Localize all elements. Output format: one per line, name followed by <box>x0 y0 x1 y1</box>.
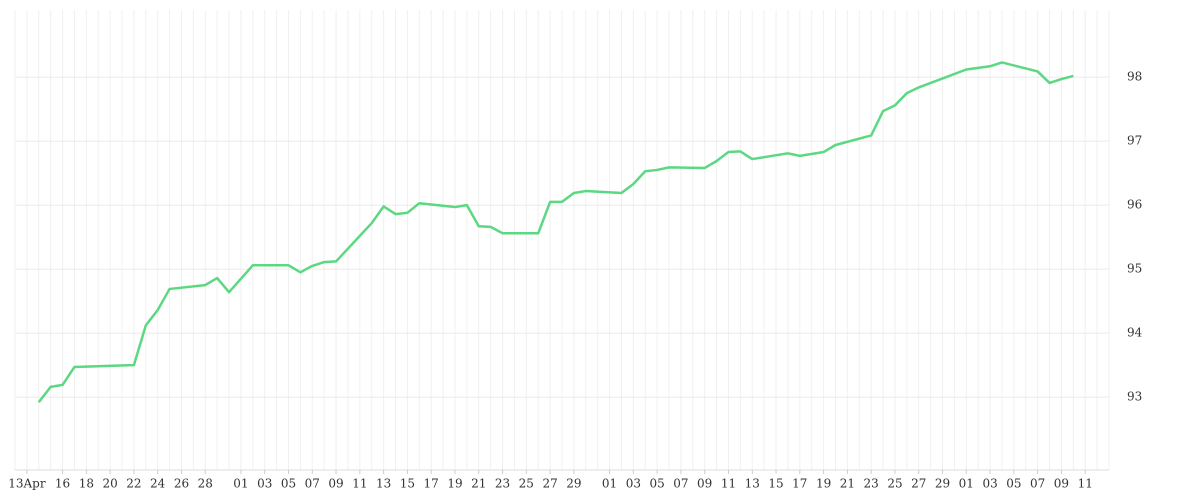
line <box>37 61 1074 403</box>
x-tick-label: 21 <box>840 477 855 491</box>
x-tick-label: 21 <box>471 477 486 491</box>
x-tick-label: 03 <box>257 477 272 491</box>
x-tick-label: 28 <box>198 477 213 491</box>
x-tick-label: 07 <box>1030 477 1045 491</box>
x-tick-label: 18 <box>79 477 94 491</box>
x-tick-label: 26 <box>174 477 189 491</box>
x-tick-label: 07 <box>673 477 688 491</box>
x-tick-label: 19 <box>447 477 462 491</box>
x-tick-label: 15 <box>768 477 783 491</box>
x-tick-label: 19 <box>816 477 831 491</box>
y-tick-label: 96 <box>1127 198 1142 212</box>
x-tick-label: 01 <box>959 477 974 491</box>
x-tick-label: 29 <box>935 477 950 491</box>
x-tick-label: 03 <box>982 477 997 491</box>
x-tick-label: 23 <box>495 477 510 491</box>
y-tick-label: 95 <box>1127 262 1142 276</box>
x-tick-label: 05 <box>1006 477 1021 491</box>
x-tick-label: 01 <box>233 477 248 491</box>
x-tick-label: 16 <box>55 477 70 491</box>
x-tick-label: 11 <box>721 477 736 491</box>
y-tick-label: 98 <box>1127 70 1142 84</box>
x-tick-label: 13 <box>745 477 760 491</box>
x-tick-label: 22 <box>126 477 141 491</box>
x-tick-label: 25 <box>519 477 534 491</box>
x-tick-label: 17 <box>792 477 807 491</box>
x-tick-label: 25 <box>887 477 902 491</box>
x-tick-label: 27 <box>911 477 926 491</box>
x-tick-label: 20 <box>102 477 117 491</box>
x-tick-label: 11 <box>352 477 367 491</box>
x-tick-label: 11 <box>1078 477 1093 491</box>
x-tick-label: 07 <box>305 477 320 491</box>
x-tick-label: 27 <box>542 477 557 491</box>
x-tick-label: 15 <box>400 477 415 491</box>
y-tick-label: 94 <box>1127 326 1143 340</box>
x-tick-label: 29 <box>566 477 581 491</box>
x-tick-label: 09 <box>697 477 712 491</box>
x-tick-label: 13Apr <box>8 477 46 491</box>
x-tick-label: 17 <box>424 477 439 491</box>
x-tick-label: 23 <box>864 477 879 491</box>
y-tick-label: 93 <box>1127 390 1142 404</box>
x-tick-label: 09 <box>1054 477 1069 491</box>
x-tick-label: 13 <box>376 477 391 491</box>
x-tick-label: 24 <box>150 477 166 491</box>
x-tick-label: 03 <box>626 477 641 491</box>
x-tick-label: 05 <box>281 477 296 491</box>
y-tick-label: 97 <box>1127 134 1142 148</box>
x-tick-label: 05 <box>649 477 664 491</box>
x-tick-label: 09 <box>328 477 343 491</box>
x-tick-label: 01 <box>602 477 617 491</box>
